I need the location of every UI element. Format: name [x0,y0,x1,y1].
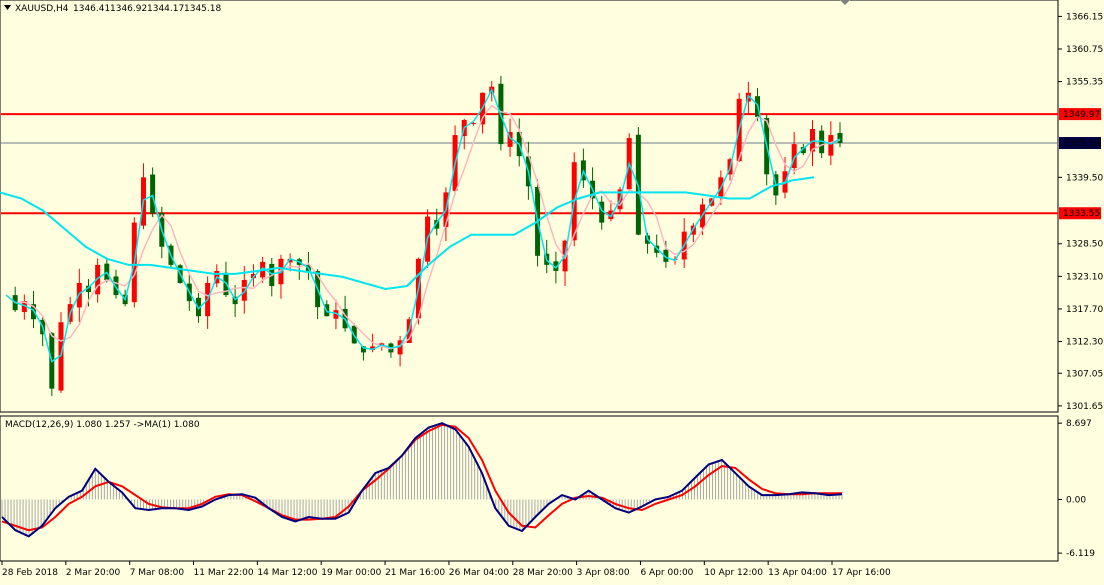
price-tick-label: 1301.65 [1066,402,1103,412]
moving-averages-layer [0,87,841,363]
macd-tick-label: -6.119 [1066,549,1095,559]
svg-text:1333.55: 1333.55 [1063,209,1100,219]
time-tick-label: 17 Apr 16:00 [832,568,891,578]
ma-fast-line[interactable] [5,87,841,363]
macd-signal-line[interactable] [1,423,842,532]
macd-layer [1,422,843,538]
time-tick-label: 13 Apr 04:00 [768,568,827,578]
support-level-price-tag: 1333.55 [1059,207,1101,220]
time-tick-label: 2 Mar 20:00 [66,568,121,578]
candle[interactable] [599,196,605,230]
candle[interactable] [95,258,101,303]
ohlc-high: 1346.92 [110,4,147,14]
price-tick-label: 1328.50 [1066,240,1103,250]
time-tick-label: 6 Apr 00:00 [640,568,693,578]
current-price-price-tag: 1345.18 [1059,137,1101,150]
time-tick-label: 14 Mar 12:00 [257,568,317,578]
candle[interactable] [21,294,27,320]
candle[interactable] [287,253,293,272]
candle[interactable] [397,335,403,367]
ohlc-low: 1344.17 [147,4,184,14]
ma-slow-line[interactable] [5,104,841,350]
macd-tick-label: 8.697 [1066,419,1092,429]
time-tick-label: 26 Mar 04:00 [449,568,509,578]
macd-main-line[interactable] [1,422,843,538]
ma-long-line[interactable] [0,176,815,291]
candle[interactable] [837,122,843,148]
time-tick-label: 7 Mar 08:00 [130,568,185,578]
svg-text:1345.18: 1345.18 [1063,139,1100,149]
macd-header: MACD(12,26,9) 1.080 1.257 ->MA(1) 1.080 [5,420,200,430]
svg-text:1349.97: 1349.97 [1063,110,1100,120]
time-tick-label: 28 Feb 2018 [2,568,58,578]
ohlc-open: 1346.41 [73,4,110,14]
time-tick-label: 10 Apr 12:00 [704,568,763,578]
price-tick-label: 1360.75 [1066,45,1103,55]
price-tick-label: 1366.15 [1066,12,1103,22]
symbol-header: XAUUSD,H4 [15,4,69,14]
price-axis[interactable]: 1366.15 1360.75 1355.35 1339.50 1328.50 1323.… [1058,12,1103,412]
candle[interactable] [241,265,247,314]
candle[interactable] [626,133,632,190]
candle[interactable] [333,299,339,330]
time-tick-label: 28 Mar 20:00 [513,568,573,578]
time-axis[interactable]: 28 Feb 2018 2 Mar 20:00 7 Mar 08:00 11 Mar … [1,561,891,578]
price-tick-label: 1312.30 [1066,338,1103,348]
price-tick-label: 1323.10 [1066,272,1103,282]
time-tick-label: 3 Apr 08:00 [577,568,630,578]
price-tick-label: 1317.70 [1066,305,1103,315]
time-tick-label: 21 Mar 16:00 [385,568,445,578]
time-tick-label: 11 Mar 22:00 [194,568,254,578]
time-tick-label: 19 Mar 00:00 [321,568,381,578]
price-tick-label: 1339.50 [1066,173,1103,183]
candle[interactable] [810,120,816,167]
macd-tick-label: 0.00 [1066,495,1086,505]
candle[interactable] [452,125,458,195]
candle[interactable] [608,200,614,222]
candle[interactable] [150,167,156,218]
resistance-level-price-tag: 1349.97 [1059,108,1101,121]
ohlc-close: 1345.18 [184,4,221,14]
candle[interactable] [663,240,669,268]
chart-shift-marker-icon[interactable] [840,0,850,5]
macd-axis[interactable]: 8.697 0.00 -6.119 [1058,419,1095,559]
candle[interactable] [498,75,504,151]
candle[interactable] [791,131,797,175]
price-tick-label: 1355.35 [1066,78,1103,88]
chart-menu-triangle-icon[interactable] [4,5,11,10]
candle[interactable] [113,269,119,299]
candle[interactable] [49,332,55,397]
price-tick-label: 1307.05 [1066,369,1103,379]
candle[interactable] [470,121,476,126]
